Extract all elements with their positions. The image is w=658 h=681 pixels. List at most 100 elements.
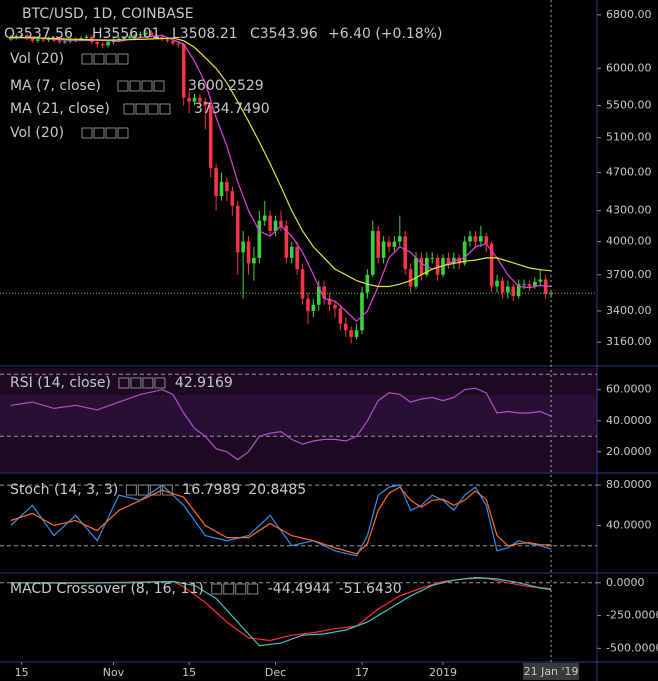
icon [141, 80, 153, 92]
candle-body [484, 236, 489, 244]
y-tick-label: 4700.00 [606, 166, 652, 179]
series-value: 3734.7490 [194, 101, 270, 117]
series-value: 20.8485 [248, 482, 306, 498]
candle-body [322, 286, 326, 299]
icon [130, 377, 142, 389]
icon [135, 103, 147, 115]
candle-body [516, 284, 521, 297]
candle-body [268, 215, 272, 231]
volume-label: Vol (20) [10, 51, 64, 67]
ohlc-legend: C3543.96 [250, 26, 318, 42]
x-tick-label: Nov [103, 666, 125, 679]
candle-body [235, 205, 240, 253]
series-name: MA (7, close) [10, 78, 101, 94]
candle-body [316, 286, 321, 305]
candle-body [279, 220, 283, 226]
candle-body [257, 220, 262, 258]
candle-body [533, 281, 537, 287]
icon [117, 127, 129, 139]
candle-body [219, 181, 224, 196]
icon [81, 53, 93, 65]
icon [105, 127, 117, 139]
icon [154, 377, 166, 389]
icon [93, 53, 105, 65]
series-line [10, 576, 552, 647]
candle-body [208, 105, 213, 169]
series-value: -51.6430 [339, 581, 402, 597]
candle-body [360, 292, 364, 331]
y-tick-label: 0.0000 [606, 576, 645, 589]
candle-body [225, 181, 229, 192]
pane-title: RSI (14, close) [10, 375, 111, 391]
series-name: MA (21, close) [10, 101, 110, 117]
candle-body [284, 225, 289, 258]
y-tick-label: 4300.00 [606, 204, 652, 217]
candle-body [414, 257, 418, 287]
candle-body [538, 279, 543, 282]
candle-body [181, 44, 186, 98]
candle-body [171, 40, 175, 44]
candle-body [30, 38, 35, 41]
icon [223, 583, 235, 595]
candle-body [376, 230, 380, 258]
candle-body [311, 304, 316, 311]
candle-body [246, 241, 251, 264]
icon [117, 53, 129, 65]
candle-body [392, 241, 397, 247]
candle-body [295, 246, 299, 270]
crosshair-label-box [523, 663, 580, 680]
y-tick-label: 3160.00 [606, 335, 652, 348]
crosshair-label: 21 Jan '19 [524, 665, 579, 678]
icon [142, 377, 154, 389]
candle-body [203, 101, 208, 106]
icon [247, 583, 259, 595]
series-line [10, 387, 552, 461]
icon [137, 484, 149, 496]
candle-body [57, 40, 62, 43]
candle-body [241, 241, 245, 253]
ohlc-legend: O3537.56 [4, 26, 73, 42]
candle-body [441, 257, 445, 275]
y-tick-label: 6000.00 [606, 61, 652, 74]
candle-body [187, 97, 191, 102]
y-tick-label: 5500.00 [606, 98, 652, 111]
candle-body [349, 330, 353, 337]
candle-body [495, 280, 499, 287]
y-tick-label: 40.0000 [606, 519, 652, 532]
y-tick-label: -250.0000 [606, 609, 658, 622]
series-value: 3600.2529 [188, 78, 264, 94]
candle-body [343, 323, 348, 331]
y-tick-label: 60.0000 [606, 383, 652, 396]
candle-body [262, 215, 267, 221]
x-tick-label: 17 [355, 666, 369, 679]
icon [81, 127, 93, 139]
y-tick-label: 5100.00 [606, 131, 652, 144]
ohlc-legend: +6.40 (+0.18%) [328, 26, 442, 42]
candle-body [214, 168, 218, 196]
candle-body [138, 34, 143, 36]
candle-body [473, 236, 478, 242]
series-line [10, 486, 552, 555]
candle-body [549, 293, 553, 295]
candle-body [63, 41, 67, 43]
candle-body [381, 241, 386, 258]
candle-body [500, 280, 505, 293]
pane-title: Stoch (14, 3, 3) [10, 482, 118, 498]
series-line [10, 34, 552, 322]
candle-body [327, 298, 332, 305]
candle-body [9, 37, 13, 40]
candle-body [300, 269, 305, 299]
candle-body [144, 32, 148, 35]
candle-body [230, 191, 235, 206]
candle-body [14, 36, 19, 38]
candle-body [543, 279, 548, 295]
candle-body [506, 286, 510, 293]
candle-body [252, 257, 256, 264]
series-line [10, 36, 552, 288]
candle-body [273, 220, 278, 231]
candle-body [462, 241, 467, 264]
candle-body [354, 330, 359, 337]
chart-title: BTC/USD, 1D, COINBASE [22, 6, 194, 22]
